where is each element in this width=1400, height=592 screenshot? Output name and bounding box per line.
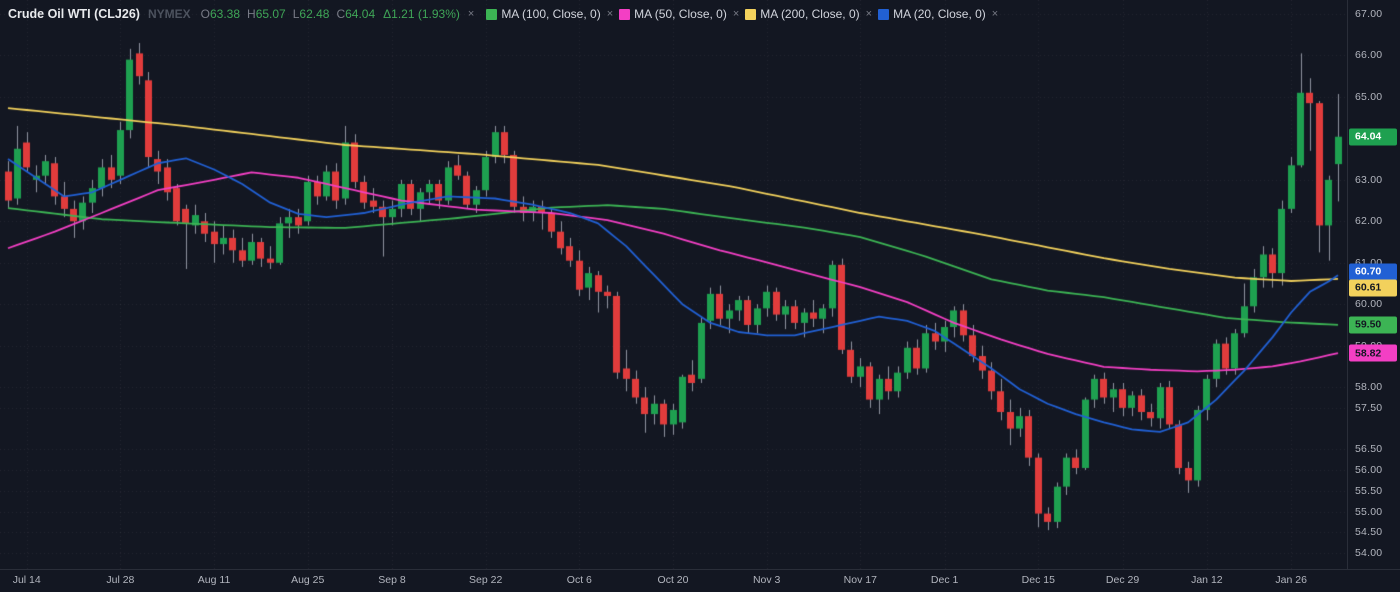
price-badge-58.82: 58.82 xyxy=(1349,344,1397,362)
price-axis[interactable]: 67.0066.0065.0063.0062.0061.0060.0059.00… xyxy=(1347,0,1400,570)
legend-ma-2[interactable]: MA (50, Close, 0) × xyxy=(619,7,741,21)
time-tick-label: Jan 12 xyxy=(1191,574,1223,586)
price-tick-label: 66.00 xyxy=(1355,49,1383,62)
price-badge-60.61: 60.61 xyxy=(1349,279,1397,297)
time-tick-label: Oct 20 xyxy=(657,574,689,586)
ma-close-icon[interactable]: × xyxy=(865,8,873,20)
legend-ma-1[interactable]: MA (100, Close, 0) × xyxy=(486,7,615,21)
ohlc-h: H65.07 xyxy=(247,7,286,21)
price-tick-label: 55.00 xyxy=(1355,505,1383,518)
ma-legend-group: MA (100, Close, 0) × MA (50, Close, 0) × MA … xyxy=(482,7,1000,21)
ma-label: MA (50, Close, 0) xyxy=(634,7,727,21)
symbol-title[interactable]: Crude Oil WTI (CLJ26) xyxy=(8,7,140,21)
time-tick-label: Jan 26 xyxy=(1275,574,1307,586)
price-badge-59.50: 59.50 xyxy=(1349,316,1397,334)
price-tick-label: 54.00 xyxy=(1355,546,1383,559)
ohlc-o: O63.38 xyxy=(200,7,241,21)
ma-close-icon[interactable]: × xyxy=(606,8,614,20)
ma-color-swatch-icon xyxy=(486,8,498,20)
candlestick-chart-canvas[interactable] xyxy=(0,0,1348,570)
time-tick-label: Aug 25 xyxy=(291,574,325,586)
time-tick-label: Nov 3 xyxy=(752,574,781,586)
price-tick-label: 67.00 xyxy=(1355,8,1383,20)
price-tick-label: 62.00 xyxy=(1355,215,1383,228)
ohlc-l: L62.48 xyxy=(292,7,330,21)
series-close-icon[interactable]: × xyxy=(467,8,475,20)
exchange-label: NYMEX xyxy=(147,7,191,21)
ohlc-c: C64.04 xyxy=(336,7,376,21)
ma-color-swatch-icon xyxy=(619,8,631,20)
ma-label: MA (20, Close, 0) xyxy=(893,7,986,21)
ma-close-icon[interactable]: × xyxy=(991,8,999,20)
time-tick-label: Jul 14 xyxy=(12,574,41,586)
price-tick-label: 56.00 xyxy=(1355,464,1383,477)
time-tick-label: Dec 29 xyxy=(1105,574,1140,586)
price-tick-label: 57.50 xyxy=(1355,401,1383,414)
ma-label: MA (200, Close, 0) xyxy=(760,7,860,21)
legend-ma-4[interactable]: MA (20, Close, 0) × xyxy=(878,7,1000,21)
time-tick-label: Sep 8 xyxy=(378,574,406,586)
price-tick-label: 54.50 xyxy=(1355,526,1383,539)
time-tick-label: Jul 28 xyxy=(106,574,135,586)
ma-color-swatch-icon xyxy=(878,8,890,20)
time-tick-label: Dec 1 xyxy=(930,574,959,586)
price-tick-label: 56.50 xyxy=(1355,443,1383,456)
price-badge-64.04: 64.04 xyxy=(1349,128,1397,146)
price-badge-60.70: 60.70 xyxy=(1349,263,1397,281)
price-tick-label: 60.00 xyxy=(1355,298,1383,311)
time-tick-label: Aug 11 xyxy=(197,574,231,586)
price-tick-label: 63.00 xyxy=(1355,173,1383,186)
change-value: Δ1.21 (1.93%) xyxy=(383,7,460,21)
chart-legend: Crude Oil WTI (CLJ26) NYMEX O63.38 H65.07… xyxy=(8,7,1000,21)
time-tick-label: Nov 17 xyxy=(843,574,877,586)
ma-color-swatch-icon xyxy=(745,8,757,20)
ma-label: MA (100, Close, 0) xyxy=(501,7,601,21)
price-tick-label: 55.50 xyxy=(1355,484,1383,497)
ma-close-icon[interactable]: × xyxy=(732,8,740,20)
time-tick-label: Sep 22 xyxy=(469,574,503,586)
time-axis[interactable]: Jul 14 Jul 28 Aug 11 Aug 25 Sep 8 Sep 22 Oct 6… xyxy=(0,569,1400,592)
price-tick-label: 65.00 xyxy=(1355,90,1383,103)
legend-ma-3[interactable]: MA (200, Close, 0) × xyxy=(745,7,874,21)
ohlc-values: O63.38 H65.07 L62.48 C64.04 xyxy=(201,7,376,21)
time-tick-label: Oct 6 xyxy=(566,574,592,586)
time-tick-label: Dec 15 xyxy=(1021,574,1055,586)
price-tick-label: 58.00 xyxy=(1355,381,1383,394)
